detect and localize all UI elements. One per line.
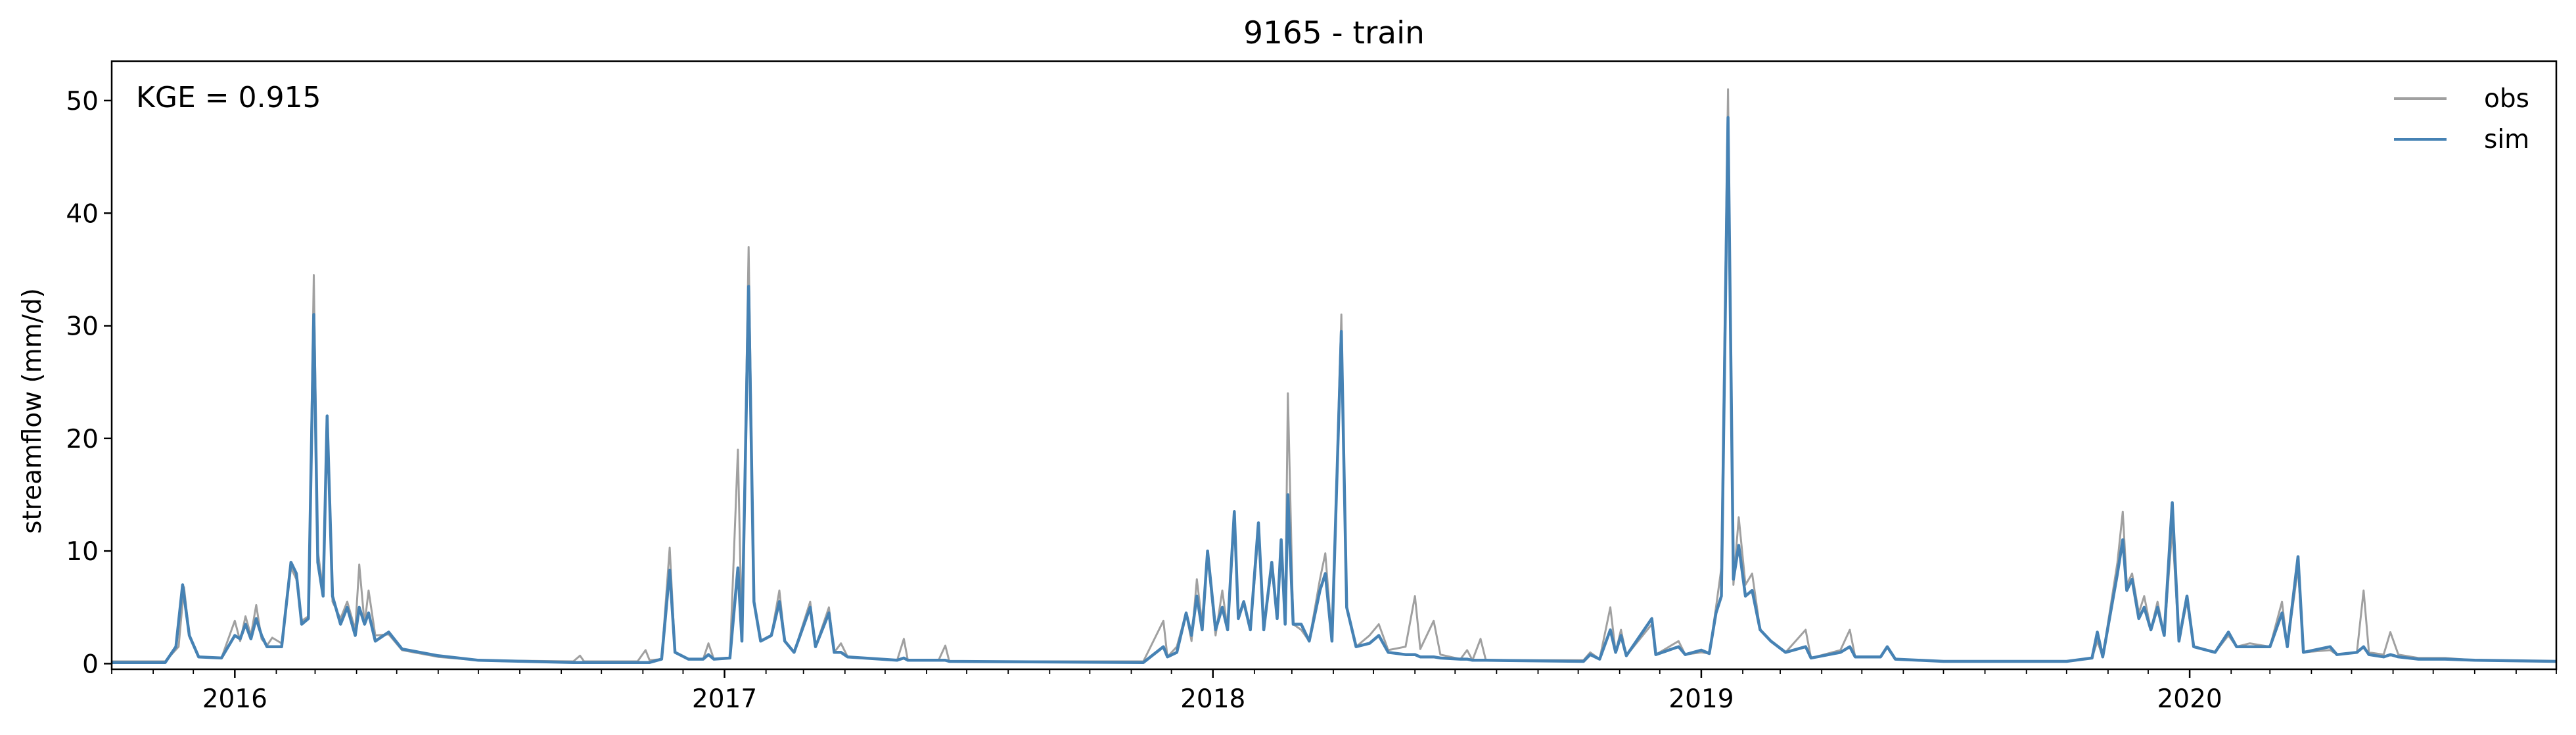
kge-annotation: KGE = 0.915 [136, 81, 321, 114]
y-tick-label: 10 [66, 537, 99, 567]
x-axis: 2016 2017 2018 2019 2020 [111, 669, 2557, 714]
chart-title: 9165 - train [1243, 15, 1425, 51]
y-tick-label: 40 [66, 199, 99, 229]
x-tick-label: 2020 [2157, 684, 2222, 714]
x-tick-label: 2018 [1180, 684, 1245, 714]
legend-label-sim: sim [2484, 125, 2529, 154]
y-tick-label: 50 [66, 87, 99, 116]
series-layer [112, 88, 2557, 664]
y-axis-label: streamflow (mm/d) [18, 288, 47, 534]
x-tick-label: 2016 [202, 684, 267, 714]
y-axis: 0 10 20 30 40 50 [66, 87, 112, 679]
y-tick-label: 30 [66, 312, 99, 342]
legend: obs sim [2394, 84, 2529, 154]
x-tick-label: 2017 [692, 684, 757, 714]
y-tick-label: 20 [66, 425, 99, 454]
plot-frame [110, 60, 2558, 671]
series-line-sim [112, 116, 2557, 664]
x-tick-label: 2019 [1668, 684, 1734, 714]
plot-area: 2016 2017 2018 2019 2020 0 10 20 30 40 50 [66, 60, 2558, 714]
legend-label-obs: obs [2484, 84, 2529, 114]
y-tick-label: 0 [82, 650, 99, 679]
